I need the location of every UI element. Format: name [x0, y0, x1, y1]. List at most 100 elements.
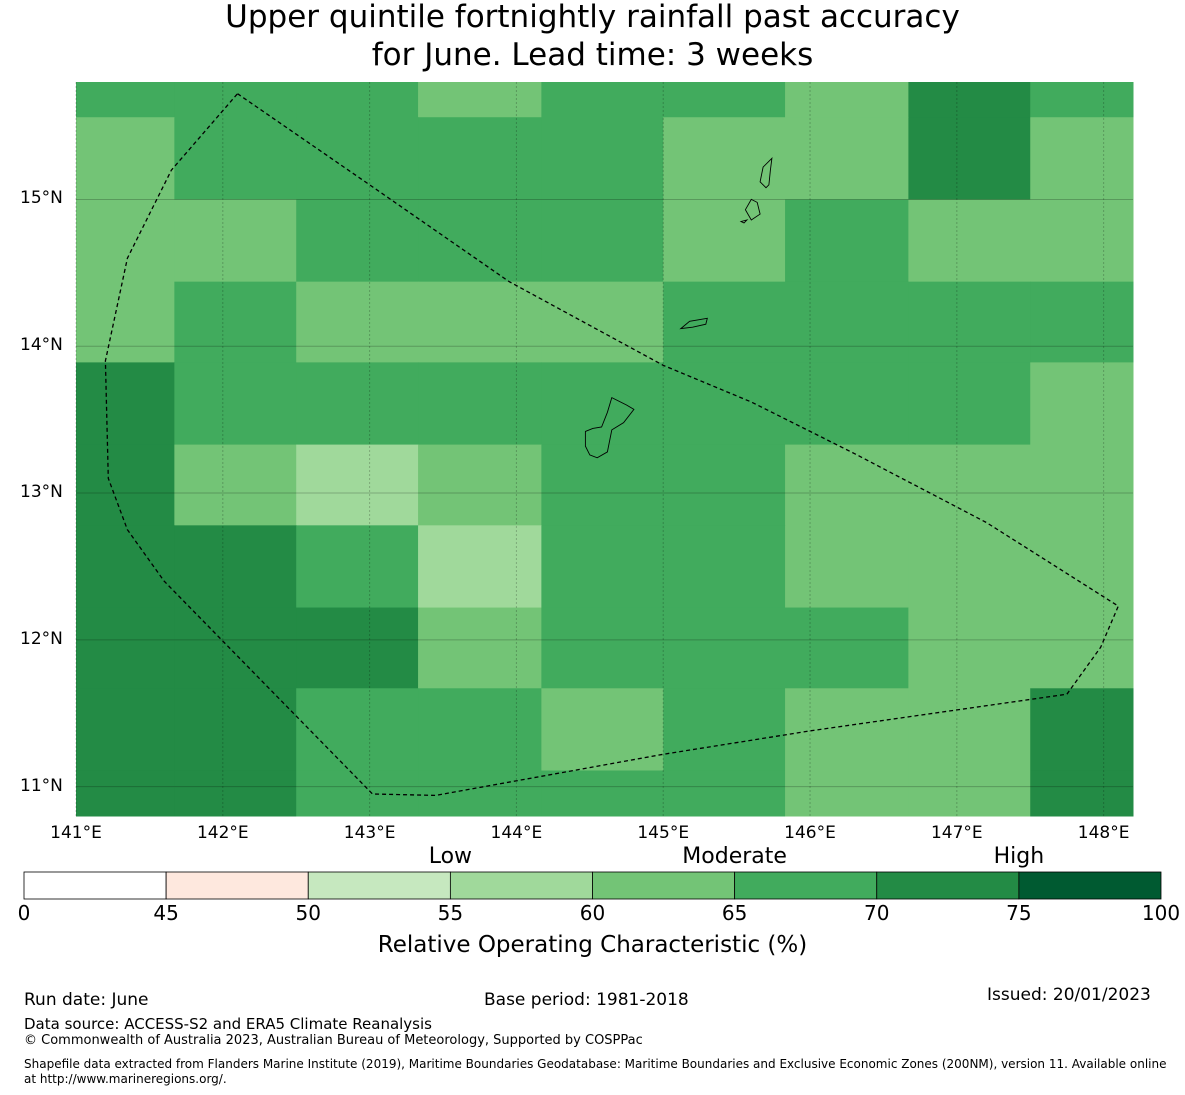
grid-cell: [174, 362, 297, 446]
grid-cell: [785, 281, 909, 363]
colorbar-segment: [1018, 871, 1162, 900]
colorbar: [23, 871, 1162, 900]
grid-cell: [296, 444, 419, 526]
lon-label: 148°E: [1077, 823, 1130, 843]
grid-cell: [418, 607, 542, 689]
grid-cell: [1030, 117, 1134, 200]
grid-cell: [76, 688, 175, 771]
colorbar-segment: [876, 871, 1020, 900]
map-title-line-1: Upper quintile fortnightly rainfall past…: [225, 0, 960, 35]
grid-cell: [76, 199, 175, 283]
grid-cell: [541, 688, 664, 771]
grid-cell: [174, 607, 297, 689]
grid-cell: [785, 525, 909, 609]
grid-cell: [541, 199, 664, 283]
lon-label: 147°E: [930, 823, 983, 843]
lon-label: 143°E: [343, 823, 396, 843]
grid-cell: [908, 444, 1031, 526]
grid-cell: [785, 362, 909, 446]
colorbar-segment: [734, 871, 878, 900]
colorbar-tick: 45: [153, 901, 179, 925]
grid-cell: [1030, 199, 1134, 283]
grid-cell: [418, 117, 542, 200]
grid-cell: [76, 444, 175, 526]
grid-cell: [296, 362, 419, 446]
grid-cell: [785, 770, 909, 817]
grid-cell: [785, 117, 909, 200]
island-saipan: [759, 157, 773, 189]
grid-cell: [908, 82, 1031, 118]
grid-cell: [418, 444, 542, 526]
grid-cell: [174, 82, 297, 118]
grid-cell: [541, 362, 664, 446]
grid-cell: [663, 281, 786, 363]
grid-cell: [174, 770, 297, 817]
grid-cell: [541, 607, 664, 689]
grid-cell: [663, 688, 786, 771]
grid-cell: [76, 82, 175, 118]
category-label-moderate: Moderate: [682, 844, 787, 869]
grid-cell: [76, 281, 175, 363]
base-period: Base period: 1981-2018: [484, 990, 689, 1010]
grid-cell: [418, 688, 542, 771]
graticule-layer: [75, 82, 1133, 816]
grid-cell: [1030, 444, 1134, 526]
grid-cell: [296, 770, 419, 817]
grid-cell: [1030, 362, 1134, 446]
eez-boundary: [104, 93, 1120, 797]
grid-cell: [908, 362, 1031, 446]
grid-cell: [908, 770, 1031, 817]
grid-cell: [663, 770, 786, 817]
lat-label: 12°N: [20, 628, 63, 649]
colorbar-segment: [307, 871, 451, 900]
grid-cell: [908, 199, 1031, 283]
grid-cell: [663, 444, 786, 526]
grid-cell: [418, 525, 542, 609]
colorbar-title: Relative Operating Characteristic (%): [377, 932, 808, 958]
colorbar-tick: 65: [721, 901, 748, 925]
grid-cell: [418, 82, 542, 118]
grid-cell: [785, 82, 909, 118]
island-aguijan: [739, 219, 749, 224]
grid-cell: [908, 688, 1031, 771]
grid-cell: [663, 199, 786, 283]
lon-label: 141°E: [50, 823, 102, 843]
grid-cell: [785, 444, 909, 526]
lat-label: 15°N: [20, 188, 63, 209]
grid-cell: [418, 199, 542, 283]
grid-cell: [908, 525, 1031, 609]
category-label-low: Low: [428, 844, 473, 869]
grid-cell: [76, 770, 175, 817]
colorbar-segment: [449, 871, 593, 900]
grid-cell: [541, 444, 664, 526]
grid-cell: [908, 607, 1031, 689]
lat-label: 14°N: [20, 335, 63, 356]
grid-cell: [1030, 281, 1134, 363]
grid-cell: [908, 117, 1031, 200]
island-rota: [679, 317, 708, 330]
lon-label: 144°E: [490, 823, 543, 843]
grid-cell: [296, 607, 419, 689]
grid-cell: [541, 281, 664, 363]
grid-cell: [541, 117, 664, 200]
lon-label: 142°E: [196, 823, 249, 843]
grid-cell: [76, 525, 175, 609]
grid-cell: [785, 688, 909, 771]
grid-cells-layer: [76, 82, 1134, 817]
colorbar-tick: 100: [1141, 901, 1181, 925]
grid-cell: [296, 525, 419, 609]
grid-cell: [663, 82, 786, 118]
grid-cell: [1030, 688, 1134, 771]
grid-cell: [541, 770, 664, 817]
grid-cell: [663, 362, 786, 446]
run-date: Run date: June: [24, 990, 149, 1010]
category-label-high: High: [993, 844, 1045, 869]
grid-cell: [541, 82, 664, 118]
lat-label: 13°N: [20, 482, 63, 503]
grid-cell: [174, 688, 297, 771]
grid-cell: [296, 688, 419, 771]
grid-cell: [1030, 82, 1134, 118]
grid-cell: [174, 117, 297, 200]
grid-cell: [785, 199, 909, 283]
grid-cell: [663, 117, 786, 200]
